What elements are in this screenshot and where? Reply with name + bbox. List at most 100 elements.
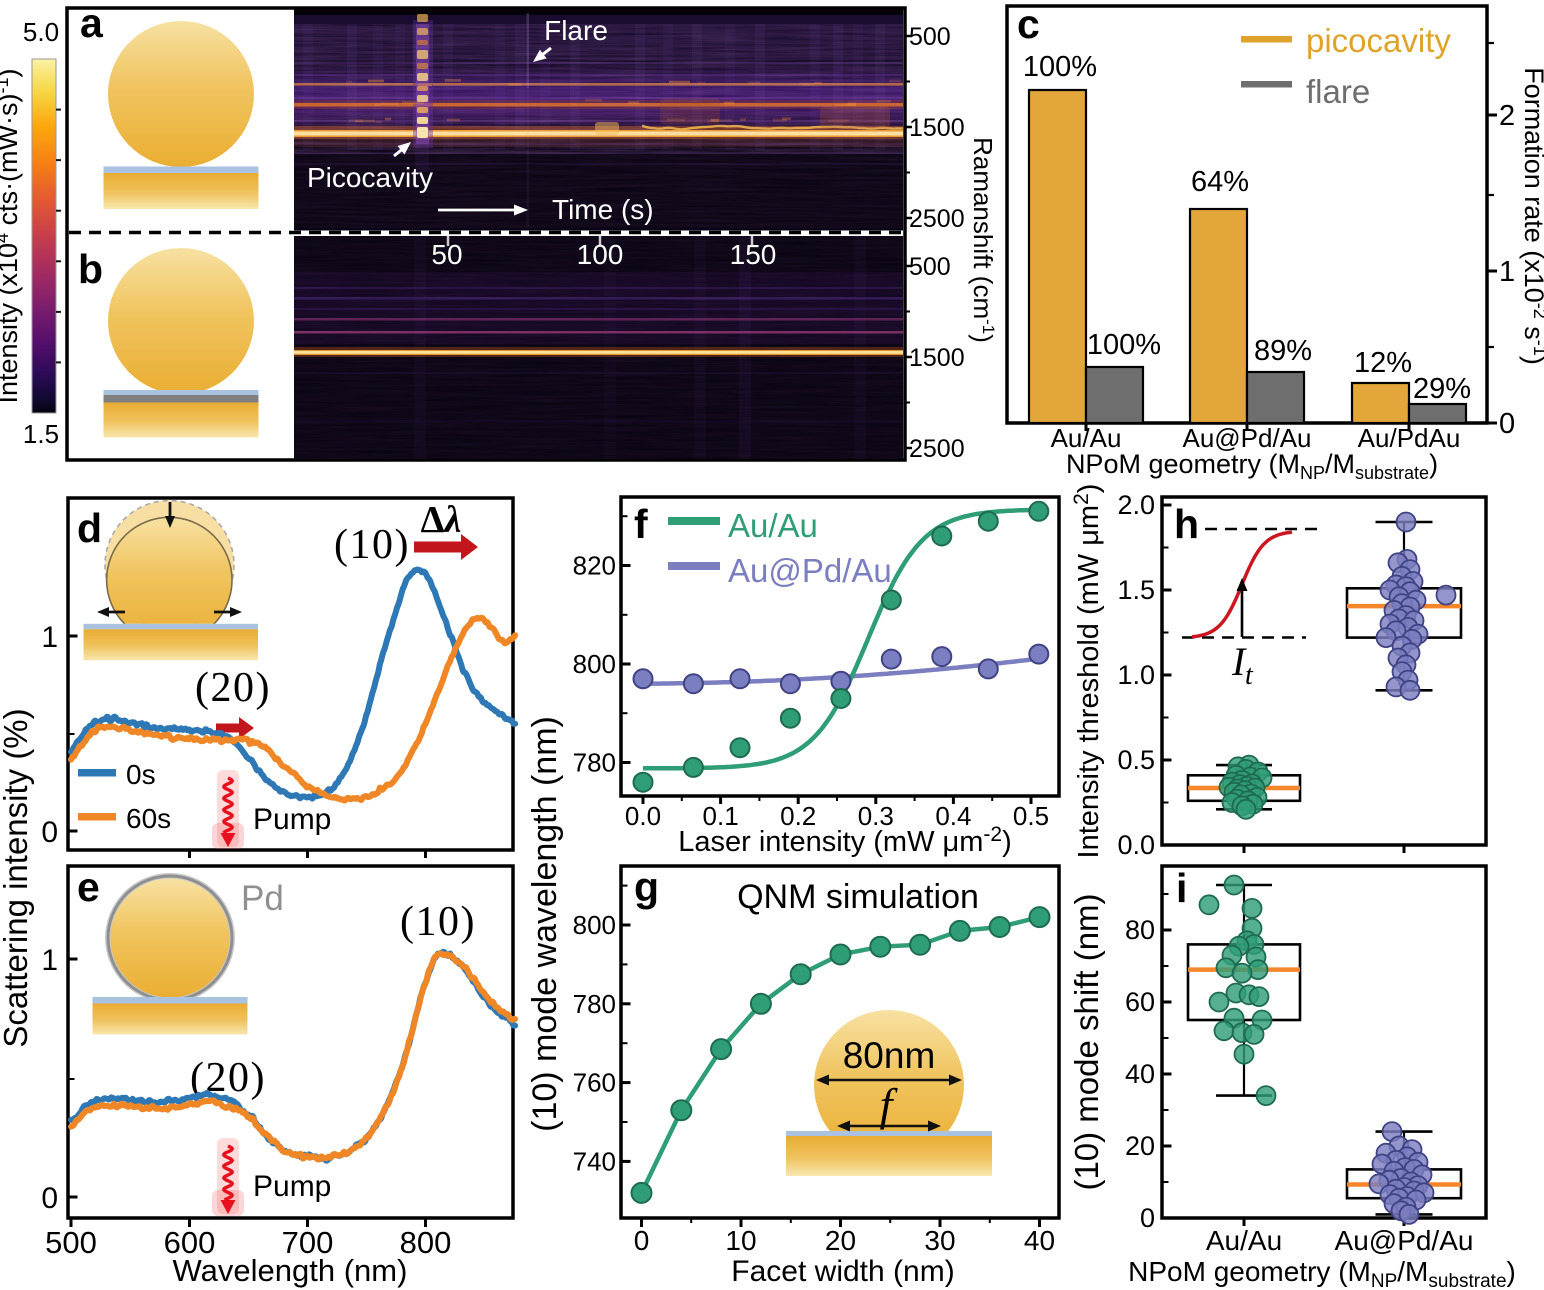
svg-text:0.2: 0.2 <box>780 801 816 831</box>
svg-text:e: e <box>77 864 100 910</box>
svg-text:1500: 1500 <box>909 114 965 142</box>
svg-text:50: 50 <box>431 239 462 270</box>
svg-text:b: b <box>78 246 103 292</box>
svg-text:I: I <box>1231 639 1247 684</box>
svg-text:20: 20 <box>825 1225 856 1256</box>
svg-text:800: 800 <box>400 1225 452 1260</box>
svg-text:0.1: 0.1 <box>703 801 739 831</box>
svg-text:NPoM geometry (MNP/Msubstrate): NPoM geometry (MNP/Msubstrate) <box>1128 1256 1516 1290</box>
svg-text:flare: flare <box>1306 73 1370 110</box>
svg-text:Flare: Flare <box>544 15 608 46</box>
svg-text:500: 500 <box>45 1225 97 1260</box>
svg-text:0: 0 <box>1140 1203 1155 1233</box>
svg-text:Au@Pd/Au: Au@Pd/Au <box>1182 423 1311 453</box>
svg-text:0: 0 <box>41 1182 58 1215</box>
svg-text:500: 500 <box>909 23 951 51</box>
svg-text:Time (s): Time (s) <box>552 194 654 225</box>
svg-text:0.5: 0.5 <box>1117 745 1155 775</box>
svg-text:h: h <box>1174 501 1199 547</box>
svg-text:100: 100 <box>577 239 624 270</box>
svg-text:(10) mode wavelength (nm): (10) mode wavelength (nm) <box>526 716 564 1132</box>
svg-text:Facet width (nm): Facet width (nm) <box>731 1255 954 1288</box>
svg-text:0.4: 0.4 <box>935 801 971 831</box>
svg-text:Intensity (x104 cts·(mW·s)-1): Intensity (x104 cts·(mW·s)-1) <box>0 68 23 403</box>
svg-text:700: 700 <box>282 1225 334 1260</box>
svg-text:80nm: 80nm <box>843 1035 936 1076</box>
svg-text:(10) mode shift (nm): (10) mode shift (nm) <box>1068 893 1105 1190</box>
svg-text:Au/Au: Au/Au <box>1206 1225 1282 1256</box>
svg-text:100%: 100% <box>1087 329 1161 361</box>
svg-text:Wavelength (nm): Wavelength (nm) <box>173 1253 408 1288</box>
svg-text:1500: 1500 <box>909 344 965 372</box>
svg-text:150: 150 <box>730 239 777 270</box>
svg-text:60: 60 <box>1125 987 1155 1017</box>
svg-text:Au@Pd/Au: Au@Pd/Au <box>728 552 892 589</box>
svg-text:Au@Pd/Au: Au@Pd/Au <box>1335 1225 1474 1256</box>
svg-text:2.0: 2.0 <box>1117 490 1155 520</box>
svg-text:80: 80 <box>1125 915 1155 945</box>
svg-text:picocavity: picocavity <box>1306 22 1451 59</box>
svg-text:12%: 12% <box>1354 347 1412 379</box>
svg-text:780: 780 <box>573 748 616 778</box>
svg-text:Au/Au: Au/Au <box>1051 423 1122 453</box>
svg-text:g: g <box>634 864 659 910</box>
svg-text:0: 0 <box>1499 408 1515 440</box>
svg-text:(20): (20) <box>195 665 271 711</box>
svg-text:1.5: 1.5 <box>23 419 59 449</box>
svg-text:Ramanshift (cm-1): Ramanshift (cm-1) <box>968 137 998 343</box>
svg-text:600: 600 <box>164 1225 216 1260</box>
svg-text:780: 780 <box>573 989 616 1019</box>
svg-text:Pd: Pd <box>241 879 284 918</box>
svg-text:2: 2 <box>1499 100 1515 132</box>
svg-text:QNM simulation: QNM simulation <box>737 878 979 916</box>
svg-text:2500: 2500 <box>909 205 965 233</box>
svg-text:Pump: Pump <box>253 803 331 836</box>
svg-text:(10): (10) <box>400 899 476 945</box>
svg-text:0.5: 0.5 <box>1013 801 1049 831</box>
svg-text:Scattering intensity (%): Scattering intensity (%) <box>0 708 34 1047</box>
svg-text:t: t <box>1245 660 1254 691</box>
svg-text:800: 800 <box>573 910 616 940</box>
svg-text:(10): (10) <box>334 522 410 568</box>
svg-text:10: 10 <box>725 1225 756 1256</box>
svg-text:f: f <box>634 501 648 547</box>
svg-text:0s: 0s <box>126 759 156 790</box>
svg-text:2500: 2500 <box>909 435 965 463</box>
svg-text:740: 740 <box>573 1146 616 1176</box>
svg-text:d: d <box>77 505 102 551</box>
svg-text:30: 30 <box>924 1225 955 1256</box>
svg-text:0: 0 <box>41 816 58 849</box>
svg-text:c: c <box>1017 1 1040 47</box>
svg-text:20: 20 <box>1125 1131 1155 1161</box>
svg-text:i: i <box>1176 865 1187 911</box>
svg-text:0.0: 0.0 <box>625 801 661 831</box>
svg-text:Picocavity: Picocavity <box>307 162 433 193</box>
svg-text:Au/PdAu: Au/PdAu <box>1358 423 1461 453</box>
svg-text:Laser intensity (mW μm-2): Laser intensity (mW μm-2) <box>678 823 1012 858</box>
svg-text:1: 1 <box>41 944 58 977</box>
svg-text:Intensity threshold (mW μm2): Intensity threshold (mW μm2) <box>1070 484 1105 859</box>
svg-text:60s: 60s <box>126 803 171 834</box>
svg-text:760: 760 <box>573 1068 616 1098</box>
svg-text:820: 820 <box>573 551 616 581</box>
svg-text:29%: 29% <box>1413 373 1471 405</box>
svg-text:100%: 100% <box>1023 51 1097 83</box>
svg-text:89%: 89% <box>1254 335 1312 367</box>
svg-text:1.0: 1.0 <box>1117 660 1155 690</box>
svg-text:800: 800 <box>573 649 616 679</box>
svg-text:500: 500 <box>909 253 951 281</box>
svg-text:0: 0 <box>634 1225 650 1256</box>
svg-text:64%: 64% <box>1191 166 1249 198</box>
svg-text:Au/Au: Au/Au <box>728 507 818 544</box>
svg-text:5.0: 5.0 <box>23 17 59 47</box>
svg-text:a: a <box>80 0 104 46</box>
svg-text:1.5: 1.5 <box>1117 575 1155 605</box>
svg-text:40: 40 <box>1024 1225 1055 1256</box>
svg-text:Formation rate (x10-2 s-1): Formation rate (x10-2 s-1) <box>1519 67 1544 365</box>
svg-text:Δλ: Δλ <box>421 499 462 541</box>
svg-text:40: 40 <box>1125 1059 1155 1089</box>
svg-text:0.0: 0.0 <box>1117 830 1155 860</box>
svg-text:Pump: Pump <box>253 1170 331 1203</box>
svg-text:0.3: 0.3 <box>858 801 894 831</box>
svg-text:1: 1 <box>41 621 58 654</box>
